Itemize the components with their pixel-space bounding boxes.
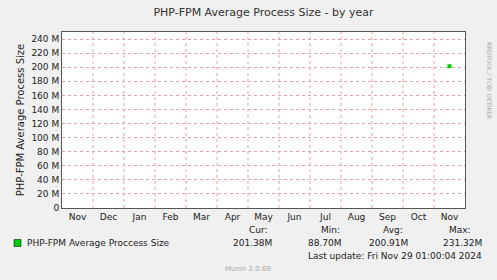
svg-text:Avg:: Avg: [383, 225, 403, 235]
svg-text:Aug: Aug [348, 212, 366, 222]
svg-text:160 M: 160 M [31, 91, 59, 101]
svg-text:200.91M: 200.91M [369, 238, 408, 248]
svg-text:201.38M: 201.38M [233, 238, 272, 248]
svg-text:PHP-FPM Average Process Size -: PHP-FPM Average Process Size - by year [153, 6, 374, 19]
svg-text:220 M: 220 M [31, 48, 59, 58]
svg-text:0: 0 [53, 203, 59, 213]
svg-text:May: May [254, 212, 273, 222]
svg-text:Munin 2.0.69: Munin 2.0.69 [225, 265, 271, 273]
svg-text:PHP-FPM Average Process Size: PHP-FPM Average Process Size [15, 44, 26, 196]
svg-text:80 M: 80 M [37, 147, 59, 157]
svg-text:Jan: Jan [132, 212, 147, 222]
svg-text:88.70M: 88.70M [308, 238, 342, 248]
svg-text:RRDTOOL / TOBI OETIKER: RRDTOOL / TOBI OETIKER [486, 42, 493, 119]
svg-text:Nov: Nov [441, 212, 459, 222]
svg-text:Apr: Apr [225, 212, 241, 222]
svg-text:Jun: Jun [286, 212, 301, 222]
svg-text:Dec: Dec [100, 212, 117, 222]
svg-text:20 M: 20 M [37, 189, 59, 199]
svg-text:100 M: 100 M [31, 133, 59, 143]
svg-text:Cur:: Cur: [249, 225, 268, 235]
svg-text:Jul: Jul [319, 212, 331, 222]
svg-text:Last update: Fri Nov 29 01:00:: Last update: Fri Nov 29 01:00:04 2024 [308, 251, 482, 261]
svg-text:200 M: 200 M [31, 62, 59, 72]
svg-text:40 M: 40 M [37, 175, 59, 185]
svg-text:231.32M: 231.32M [443, 238, 482, 248]
svg-text:Oct: Oct [411, 212, 427, 222]
svg-text:Sep: Sep [379, 212, 396, 222]
svg-text:Mar: Mar [193, 212, 210, 222]
svg-text:PHP-FPM Average Proccess Size: PHP-FPM Average Proccess Size [27, 238, 170, 248]
svg-text:240 M: 240 M [31, 34, 59, 44]
svg-text:120 M: 120 M [31, 119, 59, 129]
svg-text:180 M: 180 M [31, 76, 59, 86]
svg-text:Min:: Min: [321, 225, 340, 235]
svg-text:Nov: Nov [69, 212, 87, 222]
svg-text:60 M: 60 M [37, 161, 59, 171]
svg-text:140 M: 140 M [31, 105, 59, 115]
svg-text:Max:: Max: [449, 225, 471, 235]
svg-text:Feb: Feb [163, 212, 179, 222]
